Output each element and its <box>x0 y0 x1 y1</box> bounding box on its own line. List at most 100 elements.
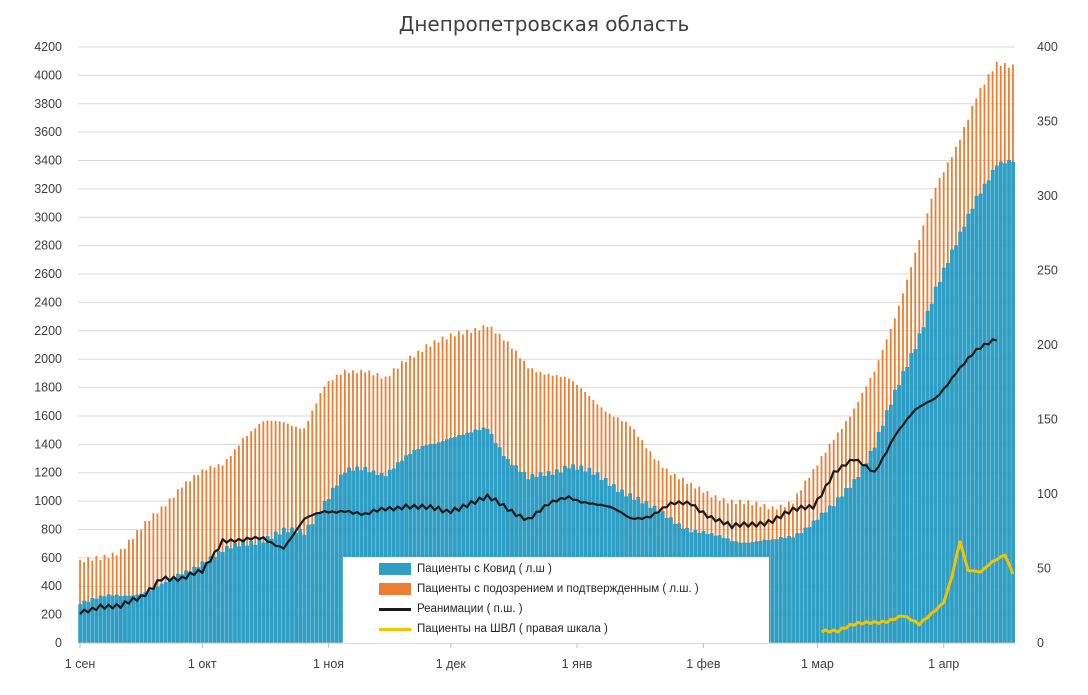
y-left-tick-2000: 2000 <box>34 352 62 366</box>
bar-covid <box>945 262 950 643</box>
bar-covid <box>176 573 180 643</box>
bar-covid <box>86 601 91 643</box>
y-right-tick-100: 100 <box>1037 487 1058 501</box>
bar-covid <box>925 310 930 643</box>
bar-covid <box>330 487 335 643</box>
bar-covid <box>844 488 848 643</box>
bar-covid <box>872 447 877 643</box>
bar-suspected <box>278 421 281 643</box>
bar-covid <box>448 437 453 643</box>
bar-covid <box>387 469 392 643</box>
bar-covid <box>440 441 445 643</box>
bar-covid <box>787 535 791 643</box>
y-right-tick-400: 400 <box>1037 40 1058 54</box>
bar-covid <box>204 562 209 643</box>
bar-covid <box>78 604 83 643</box>
bar-covid <box>106 594 111 643</box>
bar-covid <box>860 465 865 643</box>
bar-covid <box>1011 162 1015 643</box>
bar-covid <box>909 353 914 643</box>
bar-covid <box>98 595 103 643</box>
legend-item-ventilator: Пациенты на ШВЛ ( правая шкала ) <box>379 619 608 639</box>
bar-suspected <box>128 539 130 643</box>
y-right-tick-250: 250 <box>1037 264 1058 278</box>
chart-title: Днепропетровская область <box>398 12 690 36</box>
bar-covid <box>188 571 193 643</box>
bar-covid <box>273 531 278 643</box>
y-right-tick-150: 150 <box>1037 413 1058 427</box>
bar-covid <box>220 552 225 643</box>
bar-covid <box>424 445 429 643</box>
y-left-tick-2200: 2200 <box>34 324 62 338</box>
bar-covid <box>921 327 926 643</box>
y-left-tick-400: 400 <box>41 579 62 593</box>
bar-suspected <box>262 421 265 643</box>
legend-item-suspected: Пациенты с подозрением и подтвержденным … <box>379 579 699 599</box>
bar-covid <box>245 545 250 643</box>
bar-covid <box>481 427 486 643</box>
lines-layer <box>79 338 1015 634</box>
bar-covid <box>265 535 270 643</box>
y-left-tick-2400: 2400 <box>34 295 62 309</box>
bar-covid <box>224 546 229 643</box>
bar-covid <box>302 534 307 643</box>
bar-covid <box>840 496 844 643</box>
bar-suspected <box>185 481 187 643</box>
bar-covid <box>159 583 164 643</box>
bar-suspected <box>132 539 134 643</box>
bar-covid <box>94 598 99 643</box>
bar-covid <box>852 479 857 643</box>
bar-covid <box>970 208 975 643</box>
y-left-tick-800: 800 <box>41 522 62 536</box>
bar-covid <box>937 281 942 643</box>
y-left-tick-3200: 3200 <box>34 182 62 196</box>
bar-covid <box>400 460 404 643</box>
y-left-tick-2600: 2600 <box>34 267 62 281</box>
bar-covid <box>200 561 205 643</box>
bar-covid <box>208 556 213 643</box>
legend: Пациенты с Ковид ( л.ш ) Пациенты с подо… <box>343 557 769 643</box>
bar-covid <box>477 430 482 643</box>
bar-covid <box>90 598 95 643</box>
x-tick-label-6: 1 мар <box>801 657 834 671</box>
bar-covid <box>994 165 999 643</box>
bar-covid <box>950 249 954 643</box>
bar-covid <box>318 512 323 643</box>
bar-covid <box>286 532 290 643</box>
bar-suspected <box>176 489 179 643</box>
bar-suspected <box>258 424 261 643</box>
bar-covid <box>412 449 417 643</box>
bar-covid <box>338 474 343 643</box>
y-left-tick-1000: 1000 <box>34 494 62 508</box>
bar-covid <box>778 537 783 643</box>
bar-covid <box>501 456 506 643</box>
bar-covid <box>306 524 311 643</box>
y-right-tick-200: 200 <box>1037 338 1058 352</box>
y-right-tick-0: 0 <box>1037 636 1044 650</box>
bar-covid <box>473 429 478 643</box>
bar-covid <box>326 499 331 643</box>
y-left-tick-0: 0 <box>55 636 62 650</box>
x-tick-label-3: 1 дек <box>436 657 467 671</box>
bar-suspected <box>246 436 248 643</box>
bar-covid <box>404 455 408 643</box>
bar-suspected <box>156 513 159 643</box>
bar-covid <box>408 454 413 643</box>
bar-covid <box>322 500 327 643</box>
bar-suspected <box>197 475 200 643</box>
bar-covid <box>774 539 779 643</box>
bar-suspected <box>140 529 143 643</box>
bar-covid <box>253 544 258 643</box>
bar-suspected <box>193 475 196 643</box>
bar-covid <box>469 432 474 643</box>
bar-covid <box>962 226 967 643</box>
bar-covid <box>811 520 816 643</box>
bar-suspected <box>201 469 204 643</box>
bar-covid <box>901 370 906 643</box>
x-tick-label-2: 1 ноя <box>313 657 344 671</box>
x-tick-label-7: 1 апр <box>928 657 959 671</box>
bar-covid <box>453 437 457 643</box>
bar-covid <box>131 595 136 643</box>
bar-covid <box>905 366 910 643</box>
